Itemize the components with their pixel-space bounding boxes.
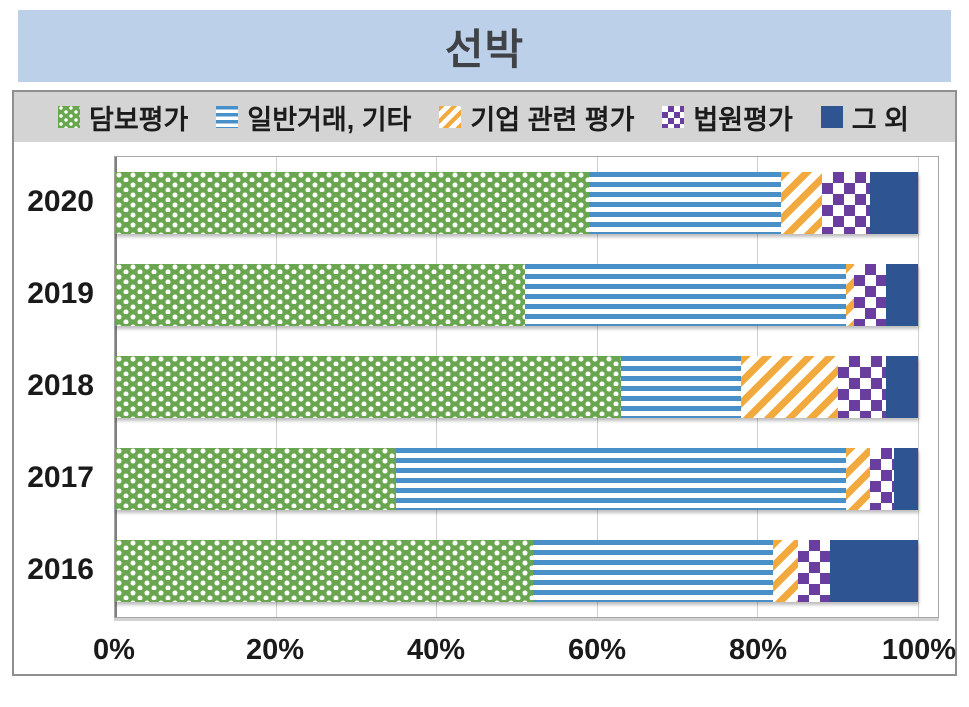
- bar-segment: [853, 264, 886, 326]
- y-label-2020: 2020: [27, 185, 94, 218]
- x-tick-40%: 40%: [406, 634, 466, 666]
- stacked-bar-2019: [115, 264, 918, 326]
- x-tick-60%: 60%: [567, 634, 627, 666]
- y-label-2017: 2017: [27, 461, 94, 494]
- bar-segment: [869, 172, 918, 234]
- bar-segment: [741, 356, 838, 418]
- bar-segment: [115, 448, 397, 510]
- plot-area: [114, 156, 939, 618]
- x-tick-0%: 0%: [93, 634, 135, 666]
- bar-segment: [885, 264, 918, 326]
- bar-row-2016: [115, 525, 918, 617]
- x-axis-ticks: 0% 20% 40% 60% 80% 100%: [93, 626, 956, 674]
- stacked-bar-2020: [115, 172, 918, 234]
- bar-segment: [845, 264, 854, 326]
- gridline-100%: [918, 157, 919, 617]
- legend-label: 법원평가: [693, 104, 793, 135]
- bar-segment: [524, 264, 846, 326]
- bar-segment: [588, 172, 782, 234]
- bar-segment: [396, 448, 846, 510]
- bar-segment: [869, 448, 894, 510]
- stacked-bar-2018: [115, 356, 918, 418]
- chart-title-banner: 선박: [18, 10, 951, 82]
- bar-segment: [532, 540, 774, 602]
- x-tick-80%: 80%: [728, 634, 788, 666]
- y-label-2016: 2016: [27, 553, 94, 586]
- screenshot-root: { "title": "선박", "chart_data": { "type":…: [0, 10, 969, 707]
- bar-segment: [115, 264, 525, 326]
- x-tick-20%: 20%: [245, 634, 305, 666]
- legend-label: 일반거래, 기타: [247, 104, 412, 135]
- bar-rows: [115, 157, 918, 617]
- legend-label: 그 외: [851, 104, 909, 135]
- bar-segment: [829, 540, 918, 602]
- bar-row-2019: [115, 249, 918, 341]
- page-title: 선박: [444, 25, 525, 73]
- legend-item-3: 기업 관련 평가: [439, 98, 634, 137]
- legend-item-2: 일반거래, 기타: [216, 98, 411, 137]
- bar-row-2018: [115, 341, 918, 433]
- legend-swatch-yellow-diagonal-icon: [439, 106, 462, 128]
- legend-item-1: 담보평가: [58, 98, 188, 137]
- bar-row-2017: [115, 433, 918, 525]
- legend-swatch-green-dots-icon: [58, 106, 80, 128]
- y-axis-labels: 2020 2019 2018 2017 2016: [14, 156, 110, 616]
- legend-swatch-purple-checker-icon: [662, 106, 685, 128]
- bar-segment: [837, 356, 886, 418]
- y-label-2018: 2018: [27, 369, 94, 402]
- bar-segment: [845, 448, 870, 510]
- legend-swatch-solid-icon: [820, 106, 843, 128]
- bar-segment: [821, 172, 870, 234]
- legend-label: 담보평가: [89, 104, 189, 135]
- x-tick-100%: 100%: [881, 634, 957, 666]
- legend-label: 기업 관련 평가: [470, 104, 635, 135]
- y-label-2019: 2019: [27, 277, 94, 310]
- bar-segment: [885, 356, 918, 418]
- bar-segment: [115, 356, 621, 418]
- chart-frame: 담보평가 일반거래, 기타 기업 관련 평가 법원평가 그 외 2020 2019 2018…: [12, 90, 957, 676]
- legend-item-4: 법원평가: [662, 98, 793, 137]
- legend-swatch-blue-hstripes-icon: [216, 106, 239, 128]
- bar-row-2020: [115, 157, 918, 249]
- bar-segment: [797, 540, 830, 602]
- bar-segment: [620, 356, 742, 418]
- bar-segment: [893, 448, 918, 510]
- bar-segment: [781, 172, 822, 234]
- stacked-bar-2017: [115, 448, 918, 510]
- chart-body: 2020 2019 2018 2017 2016 0% 20% 40% 60% 80% 100%: [14, 156, 956, 674]
- bar-segment: [773, 540, 798, 602]
- bar-segment: [115, 172, 589, 234]
- x-axis: 0% 20% 40% 60% 80% 100%: [93, 626, 956, 674]
- chart-legend: 담보평가 일반거래, 기타 기업 관련 평가 법원평가 그 외: [14, 92, 955, 142]
- legend-item-5: 그 외: [820, 98, 909, 137]
- stacked-bar-2016: [115, 540, 918, 602]
- bar-segment: [115, 540, 533, 602]
